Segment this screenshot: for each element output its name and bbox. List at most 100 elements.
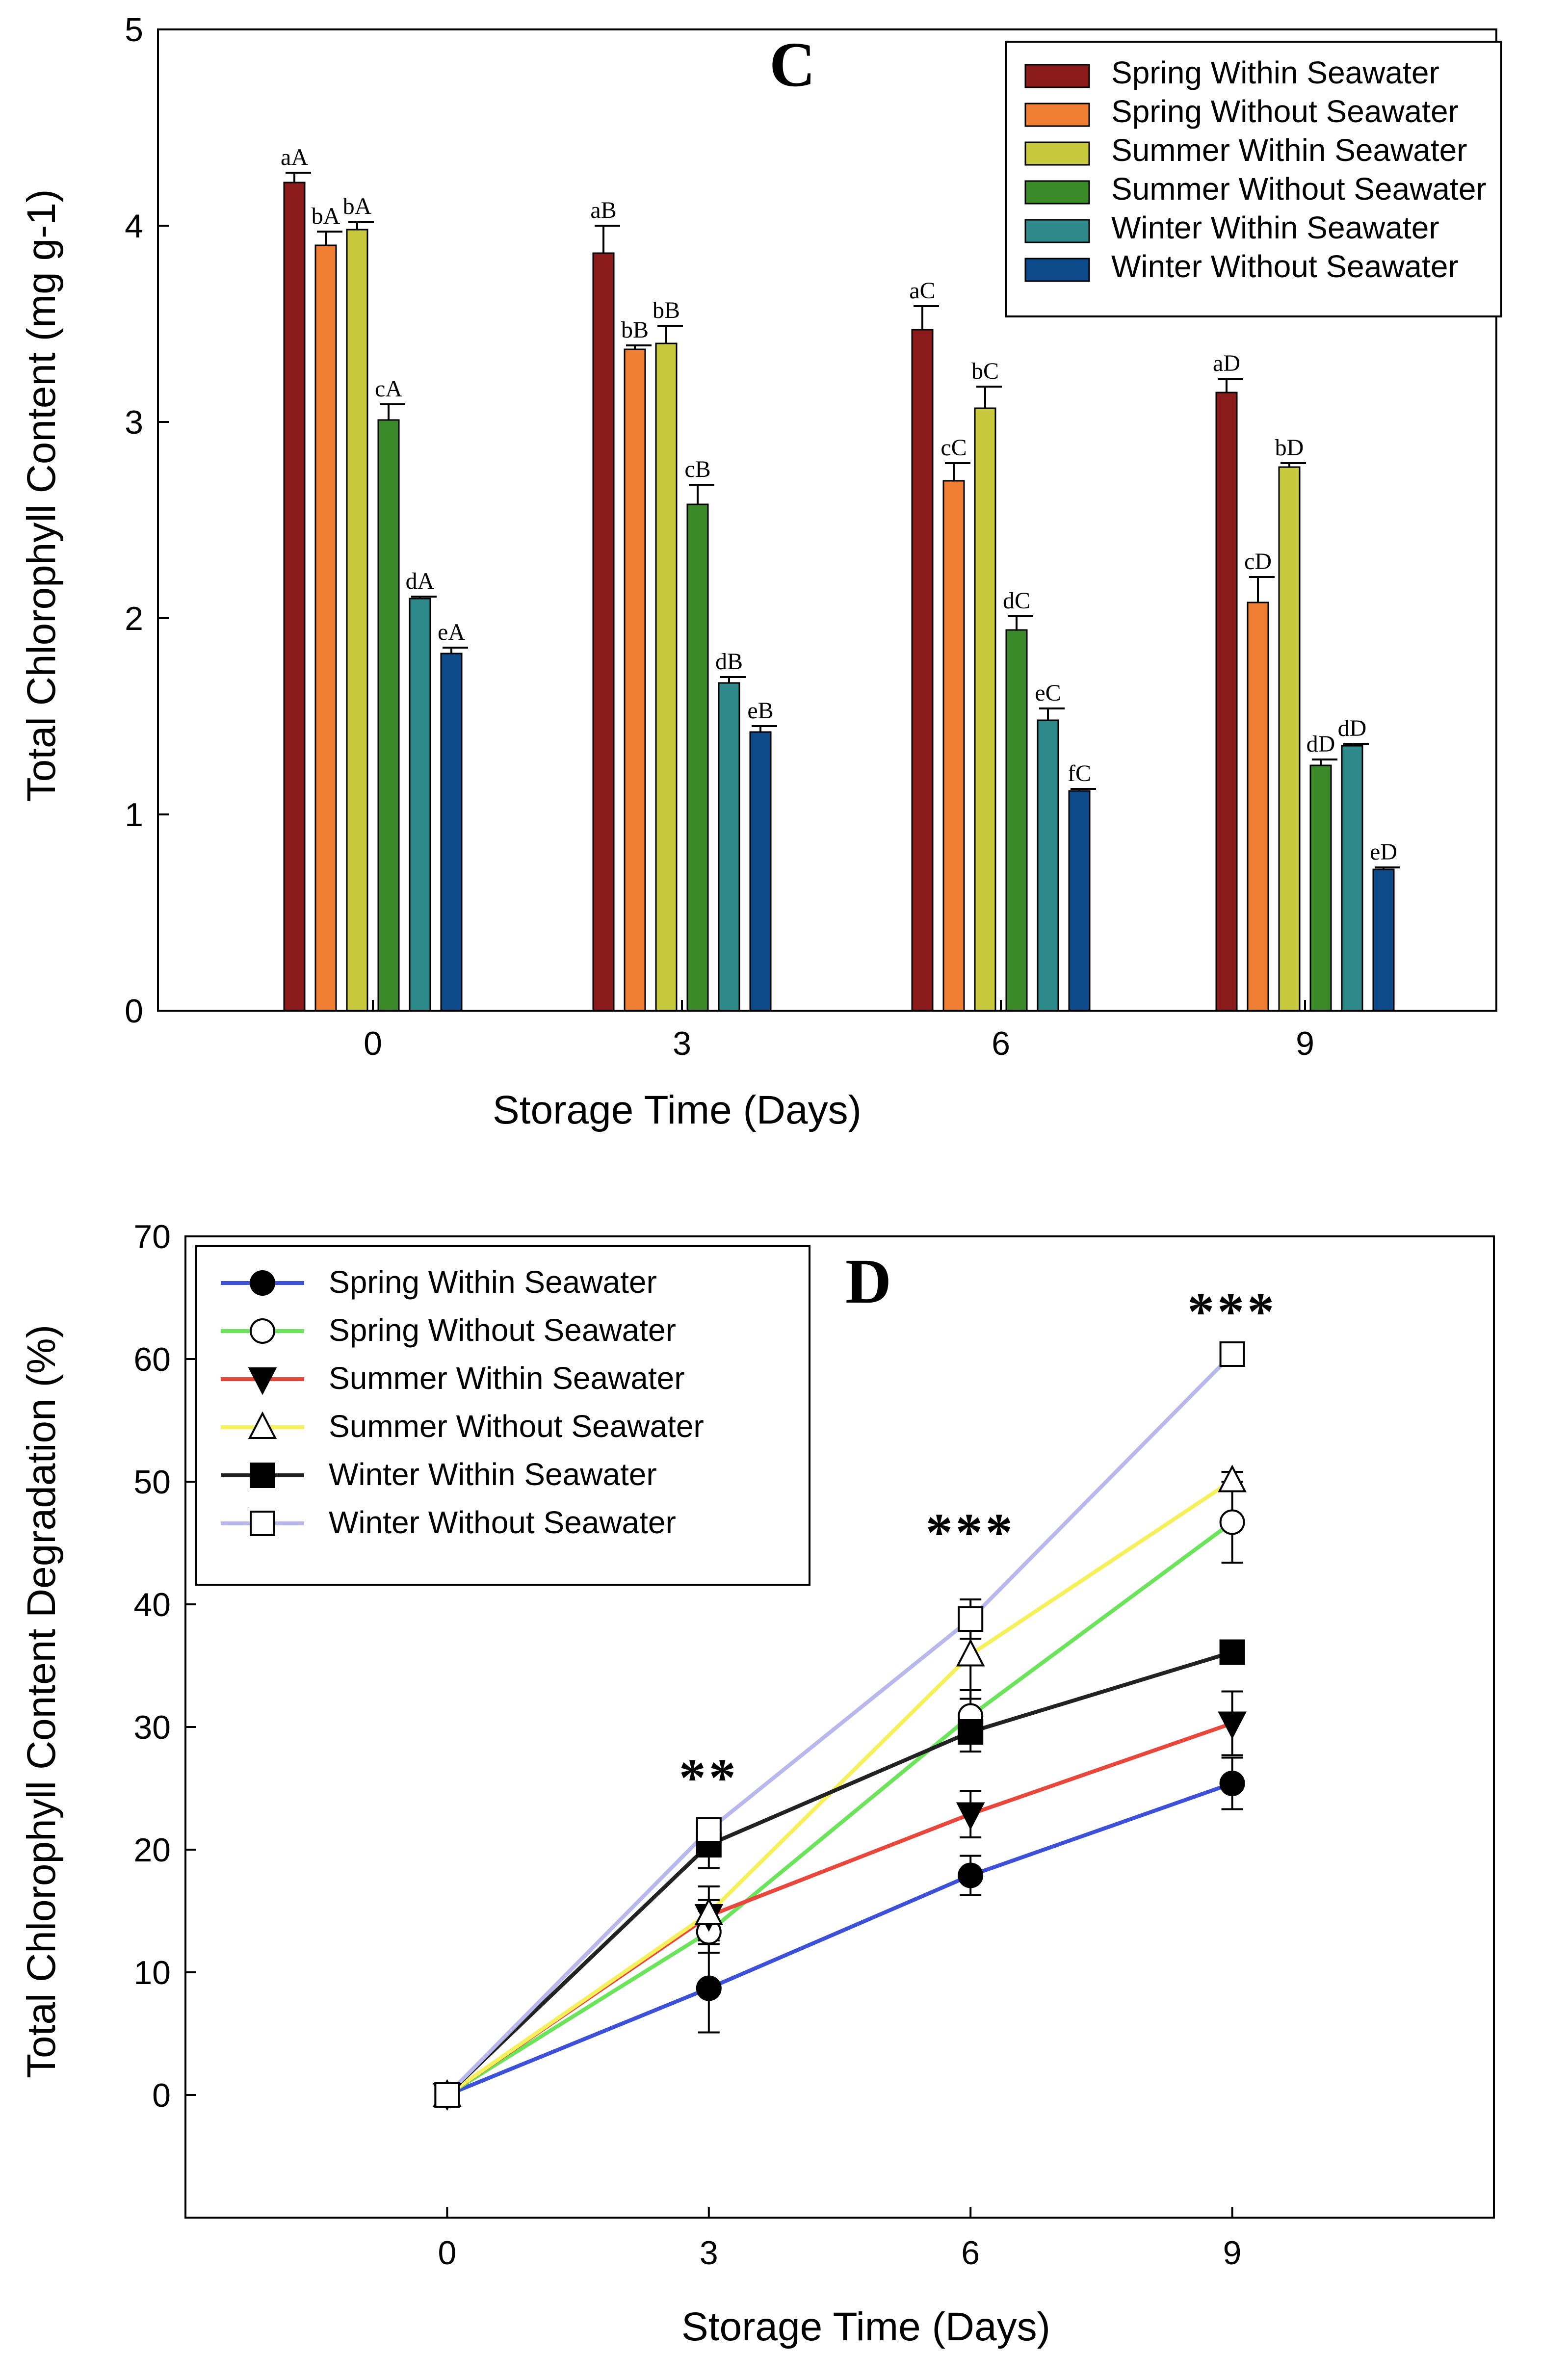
panel-c-bar <box>1068 790 1091 1012</box>
panel-d-significance-mark: *** <box>1187 1282 1277 1341</box>
panel-c-bar-letter: dD <box>1307 731 1335 757</box>
panel-d-y-tick-label: 40 <box>133 1586 171 1623</box>
panel-d-marker-circle <box>1219 1509 1245 1535</box>
panel-c-bar <box>1215 392 1238 1012</box>
panel-d-marker-square <box>1219 1341 1245 1367</box>
panel-c-bar <box>314 244 337 1012</box>
panel-c-legend-label: Spring Within Seawater <box>1111 55 1439 90</box>
panel-c-bar <box>718 682 740 1012</box>
panel-c-bar <box>346 229 368 1012</box>
panel-c-bar-letter: bC <box>971 358 999 384</box>
panel-c-letter: C <box>769 29 815 100</box>
panel-d-legend-label: Winter Within Seawater <box>329 1457 657 1492</box>
panel-d-marker-square <box>696 1817 722 1843</box>
panel-c-bar-letter: bA <box>312 203 340 229</box>
panel-d-letter: D <box>845 1246 891 1317</box>
panel-d-y-tick-label: 20 <box>133 1832 171 1869</box>
panel-c-y-tick-label: 3 <box>125 404 143 441</box>
panel-d-markers <box>433 1341 1247 2111</box>
panel-c-legend-swatch <box>1024 141 1090 166</box>
panel-c-y-axis-title: Total Chlorophyll Content (mg g-1) <box>19 189 64 802</box>
panel-d-series-line <box>446 1520 1233 2097</box>
panel-d-marker-triangle-up <box>248 1411 277 1439</box>
panel-d-series-line <box>446 1721 1233 2097</box>
panel-d-x-tick-label: 0 <box>438 2234 456 2272</box>
panel-c-bar-letter: aD <box>1213 350 1240 376</box>
panel-d-x-tick-label: 3 <box>700 2234 718 2272</box>
panel-c-bar-letter: aB <box>590 197 616 223</box>
panel-c-bar <box>1005 629 1028 1012</box>
panel-c-bar <box>1341 745 1363 1012</box>
panel-d-marker-square <box>958 1606 984 1632</box>
panel-c-bar-letter: bD <box>1275 435 1304 461</box>
panel-c-bar-letter: cD <box>1244 549 1272 575</box>
panel-d-marker-square <box>1219 1639 1245 1665</box>
panel-c-bar <box>655 342 678 1012</box>
panel-d-marker-square <box>434 2082 460 2108</box>
panel-d-marker-circle <box>250 1318 275 1344</box>
panel-d-legend-label: Summer Within Seawater <box>329 1361 685 1396</box>
panel-d-y-tick-label: 70 <box>133 1218 171 1256</box>
panel-d-series-line <box>445 1650 1233 2096</box>
panel-d-marker-circle <box>696 1975 722 2001</box>
panel-d-marker-triangle-down <box>1218 1711 1247 1739</box>
panel-d-x-tick-label: 6 <box>961 2234 980 2272</box>
panel-c-x-tick-label: 3 <box>673 1025 691 1062</box>
panel-d-significance-mark: ** <box>679 1748 739 1807</box>
panel-c-legend-swatch <box>1024 219 1090 243</box>
panel-c-bar-letter: eD <box>1370 839 1397 865</box>
panel-d-y-tick-label: 0 <box>152 2077 171 2114</box>
panel-d-y-tick-label: 10 <box>133 1954 171 1991</box>
panel-d-marker-square <box>250 1463 275 1488</box>
panel-c-bar <box>749 731 772 1012</box>
panel-d-marker-triangle-up <box>1218 1465 1247 1492</box>
panel-d-series-line <box>446 1781 1233 2097</box>
panel-c-bar-letter: aC <box>909 278 935 304</box>
panel-c-x-tick-label: 9 <box>1296 1025 1314 1062</box>
panel-d-legend: Spring Within Seawater Spring Without Sea… <box>195 1245 810 1586</box>
panel-c-legend-swatch <box>1024 103 1090 127</box>
panel-c-y-tick-label: 5 <box>125 11 143 49</box>
panel-d-legend-box <box>195 1245 810 1586</box>
panel-c-legend-label: Spring Without Seawater <box>1111 94 1459 129</box>
panel-c-bar-letter: eB <box>747 698 773 724</box>
panel-c-bar <box>1037 719 1059 1012</box>
panel-d-x-tick-label: 9 <box>1223 2234 1242 2272</box>
panel-c-bar-letter: aA <box>281 144 308 170</box>
panel-c-bar-letter: eC <box>1035 680 1061 706</box>
panel-c-error-bars <box>286 172 1400 869</box>
panel-d-legend-label: Spring Without Seawater <box>329 1312 676 1348</box>
panel-d-legend-label: Winter Without Seawater <box>329 1505 676 1540</box>
panel-c-bar-letter: cC <box>941 435 967 461</box>
panel-c-bar-chart: aA aB aC aD bA bB cC cD bA bB bC bD cA cB dC dD dA dB eC dD… <box>19 11 1502 1132</box>
panel-c-y-tick-label: 0 <box>125 993 143 1030</box>
panel-d-marker-triangle-down <box>956 1802 985 1830</box>
panel-c-legend-label: Winter Without Seawater <box>1111 249 1459 284</box>
panel-c-bar-letter: dD <box>1338 715 1367 741</box>
panel-c-bar <box>624 348 646 1012</box>
panel-c-bar-letters: aA aB aC aD bA bB cC cD bA bB bC bD cA cB dC dD dA dB eC dD… <box>281 144 1397 865</box>
panel-d-series-line <box>446 1479 1233 2097</box>
panel-d-marker-circle <box>958 1862 984 1888</box>
panel-d-y-axis-title: Total Chlorophyll Content Degradation (%… <box>19 1325 64 2078</box>
panel-c-bar <box>283 182 306 1012</box>
panel-c-bar-letter: bA <box>343 193 372 219</box>
panel-d-marker-circle <box>1219 1771 1245 1796</box>
panel-c-bar-letter: dB <box>715 649 743 675</box>
panel-d-axes: 0 10 20 30 40 50 60 70 0 3 6 9 <box>133 1218 1495 2272</box>
panel-c-bar <box>1247 602 1269 1012</box>
panel-c-bar <box>686 503 709 1012</box>
panel-c-x-tick-label: 0 <box>364 1025 382 1062</box>
panel-d-series-lines <box>445 1353 1234 2097</box>
panel-c-legend: Spring Within Seawater Spring Without Sea… <box>1005 41 1502 317</box>
panel-c-legend-swatch <box>1024 64 1090 88</box>
panel-d-x-axis-title: Storage Time (Days) <box>681 2304 1050 2349</box>
panel-d-legend-label: Spring Within Seawater <box>329 1264 657 1300</box>
panel-d-marker-square <box>958 1719 984 1745</box>
panel-c-bar <box>1372 868 1395 1012</box>
panel-d-marker-circle <box>250 1270 275 1296</box>
panel-c-x-axis-title: Storage Time (Days) <box>493 1088 862 1132</box>
panel-c-bar-letter: cB <box>684 456 710 482</box>
panel-c-legend-swatch <box>1024 180 1090 205</box>
